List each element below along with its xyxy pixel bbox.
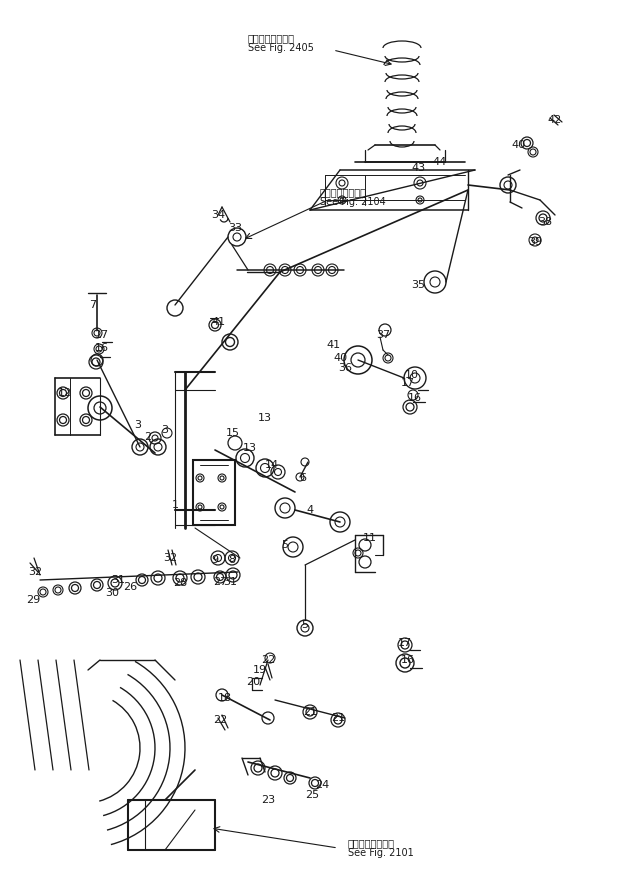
Text: 21: 21 — [331, 713, 345, 723]
Text: 31: 31 — [111, 575, 125, 585]
Text: 17: 17 — [401, 378, 415, 388]
Text: 4: 4 — [306, 505, 314, 515]
Text: 20: 20 — [246, 677, 260, 687]
Text: 14: 14 — [265, 460, 279, 470]
Text: 33: 33 — [228, 223, 242, 233]
Text: 39: 39 — [528, 237, 542, 247]
Text: 13: 13 — [243, 443, 257, 453]
Text: 41: 41 — [211, 317, 225, 327]
Text: 18: 18 — [218, 693, 232, 703]
Text: 36: 36 — [338, 363, 352, 373]
Text: 13: 13 — [258, 413, 272, 423]
Text: 16: 16 — [401, 655, 415, 665]
Text: 16: 16 — [95, 343, 109, 353]
Text: 30: 30 — [105, 588, 119, 598]
Text: 8: 8 — [229, 555, 235, 565]
Text: 31: 31 — [223, 577, 237, 587]
Text: 41: 41 — [326, 340, 340, 350]
Text: 9: 9 — [211, 555, 219, 565]
Text: 27: 27 — [213, 577, 227, 587]
Text: 28: 28 — [173, 578, 187, 588]
Text: 12: 12 — [58, 388, 72, 398]
Text: 21: 21 — [303, 707, 317, 717]
Text: 43: 43 — [411, 163, 425, 173]
Text: 40: 40 — [511, 140, 525, 150]
Text: 3: 3 — [135, 420, 142, 430]
Text: 40: 40 — [333, 353, 347, 363]
Text: 22: 22 — [213, 715, 227, 725]
Text: 25: 25 — [305, 790, 319, 800]
Text: 16: 16 — [408, 393, 422, 403]
Text: 10: 10 — [405, 370, 419, 380]
Text: 35: 35 — [411, 280, 425, 290]
Text: 5: 5 — [281, 540, 289, 550]
Text: See Fig. 2104: See Fig. 2104 — [320, 197, 386, 207]
Text: 42: 42 — [548, 115, 562, 125]
Text: 7: 7 — [89, 300, 96, 310]
Text: 17: 17 — [398, 638, 412, 648]
Text: 第２１０１図参照: 第２１０１図参照 — [348, 838, 395, 848]
Text: 24: 24 — [315, 780, 329, 790]
Text: 3: 3 — [161, 425, 168, 435]
Text: 34: 34 — [211, 210, 225, 220]
Text: 23: 23 — [261, 795, 275, 805]
Text: 5: 5 — [302, 620, 309, 630]
Text: 44: 44 — [433, 157, 447, 167]
Text: 37: 37 — [376, 330, 390, 340]
Text: 17: 17 — [95, 330, 109, 340]
Text: 29: 29 — [26, 595, 40, 605]
Text: 26: 26 — [123, 582, 137, 592]
Text: 32: 32 — [163, 553, 177, 563]
Text: 38: 38 — [538, 217, 552, 227]
Text: 22: 22 — [261, 655, 275, 665]
Text: 11: 11 — [363, 533, 377, 543]
Bar — [193, 460, 235, 525]
Text: 2: 2 — [145, 432, 152, 442]
Text: See Fig. 2405: See Fig. 2405 — [248, 43, 314, 53]
Text: 6: 6 — [299, 473, 307, 483]
Text: 第２１０４図参照: 第２１０４図参照 — [320, 187, 367, 197]
Text: See Fig. 2101: See Fig. 2101 — [348, 848, 414, 858]
Text: 第２４０５図参照: 第２４０５図参照 — [248, 33, 295, 43]
Text: 15: 15 — [226, 428, 240, 438]
Text: 1: 1 — [171, 500, 178, 510]
Text: 19: 19 — [253, 665, 267, 675]
Text: 32: 32 — [28, 567, 42, 577]
